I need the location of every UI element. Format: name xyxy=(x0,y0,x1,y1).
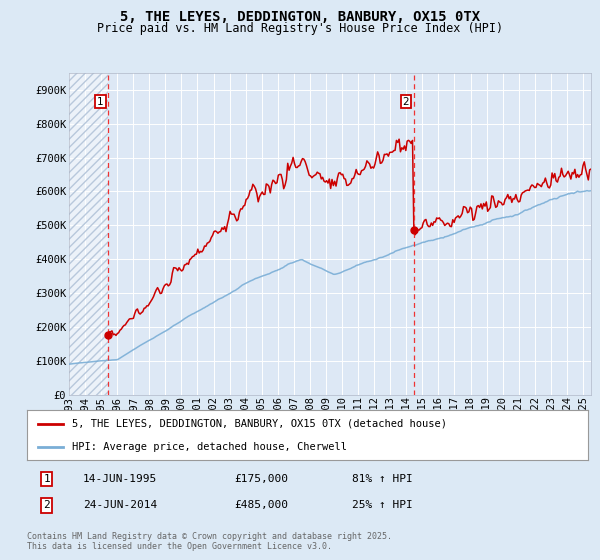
Text: 5, THE LEYES, DEDDINGTON, BANBURY, OX15 0TX: 5, THE LEYES, DEDDINGTON, BANBURY, OX15 … xyxy=(120,10,480,24)
Text: 2: 2 xyxy=(43,501,50,510)
Text: £485,000: £485,000 xyxy=(235,501,289,510)
Text: 14-JUN-1995: 14-JUN-1995 xyxy=(83,474,157,484)
Text: 81% ↑ HPI: 81% ↑ HPI xyxy=(352,474,413,484)
Text: 5, THE LEYES, DEDDINGTON, BANBURY, OX15 0TX (detached house): 5, THE LEYES, DEDDINGTON, BANBURY, OX15 … xyxy=(72,418,447,428)
Text: 2: 2 xyxy=(403,97,409,106)
Text: 1: 1 xyxy=(43,474,50,484)
Text: £175,000: £175,000 xyxy=(235,474,289,484)
Text: HPI: Average price, detached house, Cherwell: HPI: Average price, detached house, Cher… xyxy=(72,442,347,452)
Text: Price paid vs. HM Land Registry's House Price Index (HPI): Price paid vs. HM Land Registry's House … xyxy=(97,22,503,35)
Text: 25% ↑ HPI: 25% ↑ HPI xyxy=(352,501,413,510)
Text: 24-JUN-2014: 24-JUN-2014 xyxy=(83,501,157,510)
Text: 1: 1 xyxy=(97,97,104,106)
Text: Contains HM Land Registry data © Crown copyright and database right 2025.
This d: Contains HM Land Registry data © Crown c… xyxy=(27,532,392,552)
